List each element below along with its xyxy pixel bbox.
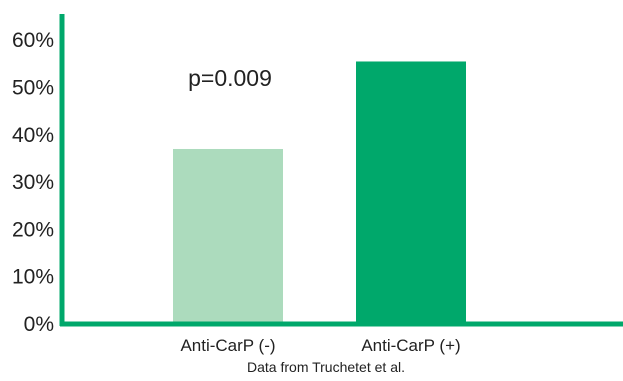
- y-tick-label: 60%: [12, 29, 54, 52]
- y-tick-label: 0%: [24, 313, 54, 336]
- x-category-label: Anti-CarP (+): [361, 336, 460, 355]
- y-tick-label: 30%: [12, 171, 54, 194]
- bar: [173, 148, 283, 324]
- axes: [59, 14, 623, 327]
- x-category-label: Anti-CarP (-): [180, 336, 275, 355]
- y-tick-label: 20%: [12, 218, 54, 241]
- y-tick-label: 40%: [12, 124, 54, 147]
- p-value-annotation: p=0.009: [188, 65, 272, 91]
- x-axis-category-labels: Anti-CarP (-) Anti-CarP (+): [180, 336, 460, 355]
- source-caption: Data from Truchetet et al.: [247, 359, 405, 375]
- bars: [173, 61, 466, 325]
- y-tick-label: 10%: [12, 266, 54, 289]
- y-axis-ticks: 0% 10% 20% 30% 40% 50% 60%: [12, 29, 54, 336]
- bar: [356, 61, 466, 325]
- y-tick-label: 50%: [12, 77, 54, 100]
